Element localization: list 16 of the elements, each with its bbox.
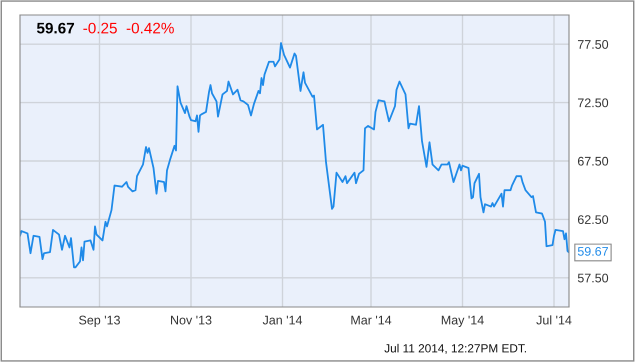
chart-subtitle: -0.25 -0.42% xyxy=(83,22,174,34)
x-tick-label: May '14 xyxy=(442,316,484,327)
x-tick-label: Jan '14 xyxy=(262,316,302,325)
line-series xyxy=(20,42,569,268)
y-tick-label: 67.50 xyxy=(578,156,608,166)
x-tick-label: Jul '14 xyxy=(536,315,572,325)
annotation: 59.67 xyxy=(578,246,608,256)
text: Jul 11 2014, 12:27PM EDT. xyxy=(384,344,526,354)
y-tick-label: 57.50 xyxy=(578,274,608,282)
y-tick-label: 62.50 xyxy=(578,215,608,224)
x-tick-label: Nov '13 xyxy=(171,316,212,325)
y-tick-label: 72.50 xyxy=(578,98,608,108)
x-tick-label: Mar '14 xyxy=(351,316,392,325)
chart-title: 59.67 xyxy=(36,22,74,34)
x-tick-label: Sep '13 xyxy=(79,316,120,327)
y-tick-label: 77.50 xyxy=(578,40,608,49)
